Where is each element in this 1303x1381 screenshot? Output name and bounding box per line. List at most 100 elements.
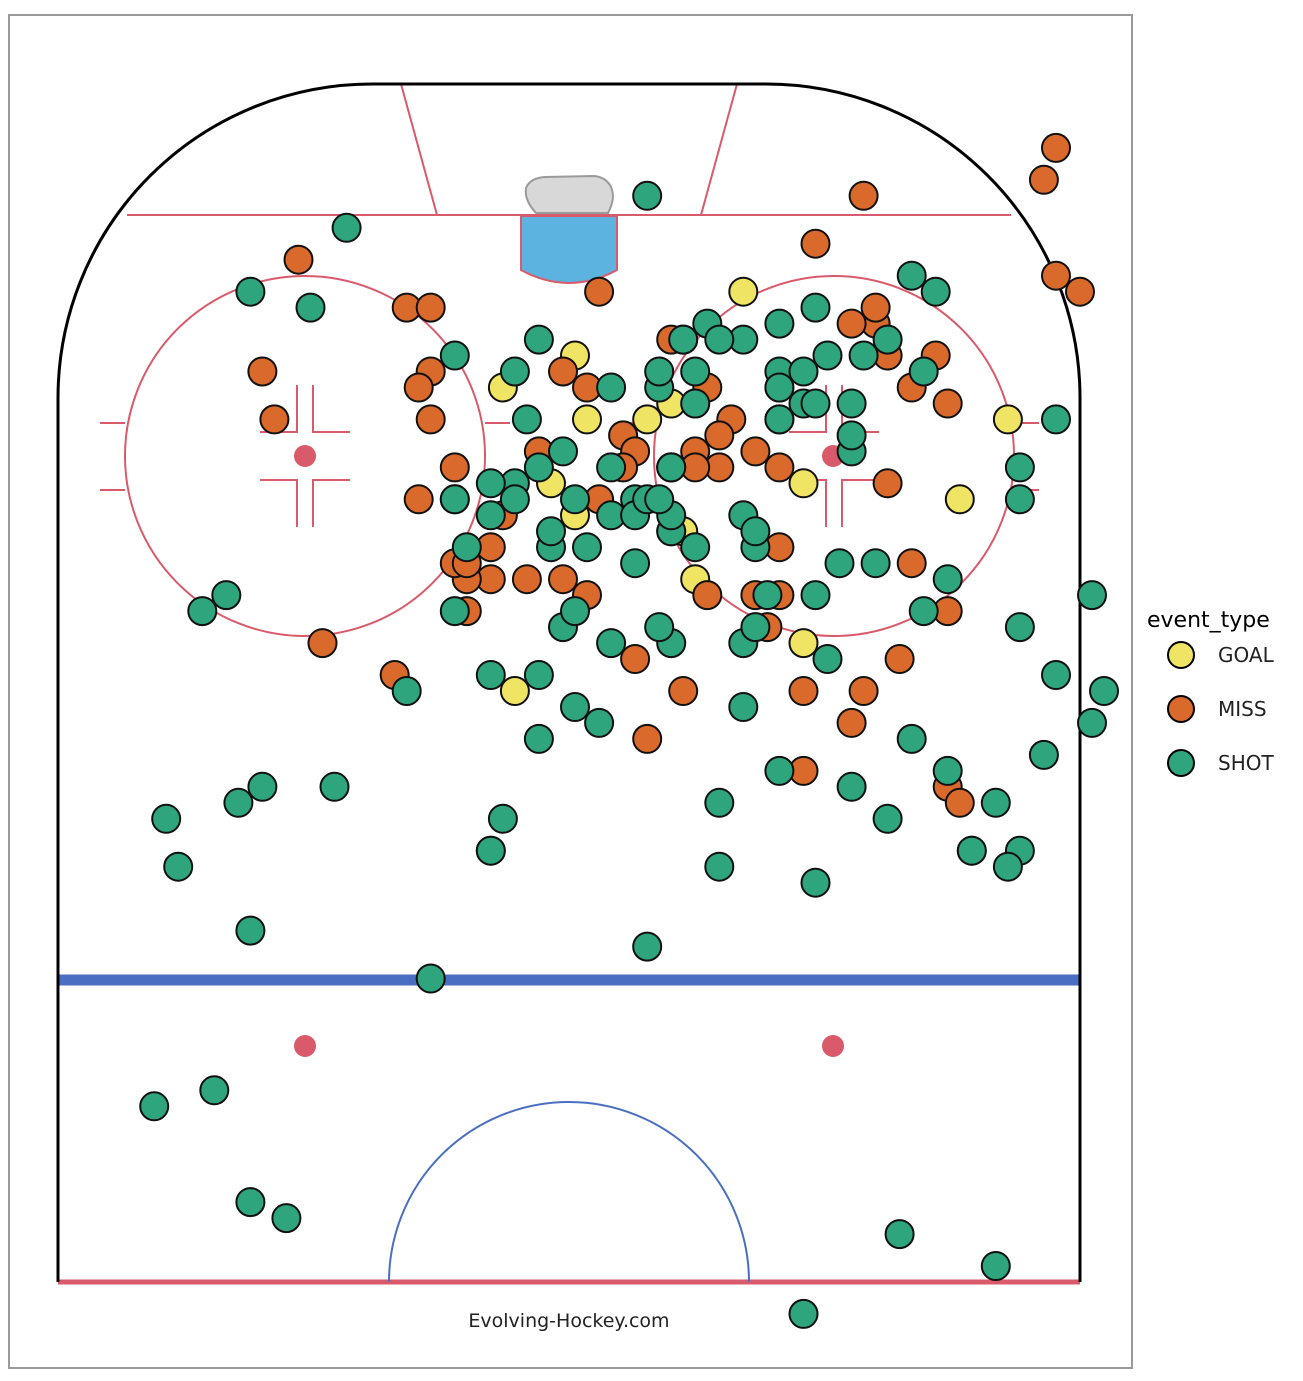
trapezoid-right [700,83,738,216]
shot-point [391,676,422,706]
miss-point [439,452,470,483]
miss-point [800,228,831,259]
legend: event_type GOAL MISS SHOT [1147,608,1275,777]
miss-point [764,452,795,483]
neutral-faceoff-dot-left [294,1035,316,1057]
shot-point [163,851,194,882]
shot-point [415,963,446,994]
miss-point [692,580,723,611]
shot-point [800,292,831,323]
shot-point [1089,676,1119,706]
shot-point [1041,404,1071,435]
miss-point [668,676,699,706]
shot-point [620,548,651,579]
miss-point [1065,276,1095,307]
shot-point [331,212,362,243]
trapezoid-left [400,83,438,216]
shot-point [896,723,927,754]
shot-point [680,356,711,387]
miss-point [307,628,338,659]
miss-point [403,372,434,403]
shot-point [439,340,470,371]
shot-point [475,660,506,690]
miss-point [704,420,735,451]
legend-label-miss: MISS [1218,697,1267,721]
shot-point [680,532,711,563]
shot-point [956,835,987,866]
shot-point [475,500,506,531]
shot-point [271,1203,302,1234]
miss-point [584,276,615,307]
shot-point [499,356,530,387]
miss-point [632,723,663,754]
faceoff-dot-left [294,445,316,467]
shot-point [523,660,554,690]
shot-point [235,915,266,946]
shot-point [1004,452,1035,483]
shot-point [872,803,903,834]
shot-point [1077,580,1107,611]
miss-point [548,564,578,595]
miss-point [511,564,542,595]
shot-point [728,692,759,722]
shot-point [596,452,627,483]
shot-point [451,532,482,563]
shot-point [475,468,506,499]
shot-point [908,356,939,387]
legend-entry-miss: MISS [1167,695,1267,723]
shot-point [632,180,663,211]
net [524,174,614,214]
shot-point [295,292,326,323]
miss-point [283,244,314,275]
shot-point [800,388,831,419]
shot-point [704,851,735,882]
neutral-faceoff-dot-right [822,1035,844,1057]
shot-point [860,548,891,579]
shot-point [199,1075,230,1106]
shot-point [211,580,242,611]
shot-point [680,388,711,419]
miss-point [1041,132,1071,163]
miss-point [836,308,867,339]
miss-point [860,292,891,323]
goal-point [728,276,759,307]
shot-point [596,372,627,403]
miss-point [548,356,578,387]
shot-point [800,867,831,898]
shot-point [523,723,554,754]
shot-point [824,548,855,579]
shot-point [319,771,350,802]
shot-point [499,484,530,515]
shot-point [836,420,867,451]
shot-point [800,580,831,611]
shot-point [1004,612,1035,643]
miss-point [259,404,290,435]
shot-point [836,771,867,802]
shot-point [632,931,663,962]
miss-point [944,787,975,818]
shot-point [1077,707,1107,738]
shot-point [139,1091,170,1122]
shot-point [536,516,566,547]
shot-point [668,324,699,355]
shot-point [187,596,218,627]
miss-point [247,356,278,387]
shot-point [487,803,518,834]
shot-point [920,276,951,307]
legend-entry-shot: SHOT [1167,749,1274,777]
goal-crease [520,215,618,284]
shot-points [139,132,1119,1329]
shot-point [439,484,470,515]
miss-point [1041,260,1071,291]
shot-point [992,851,1023,882]
neutral-zone-faceoff-arc [388,1101,750,1283]
shot-point [596,628,627,659]
shot-point [1041,660,1071,690]
shot-point [1028,739,1059,770]
shot-point [764,308,795,339]
miss-point [848,180,879,211]
legend-label-goal: GOAL [1218,643,1275,667]
miss-point [740,436,771,467]
shot-point [752,580,783,611]
